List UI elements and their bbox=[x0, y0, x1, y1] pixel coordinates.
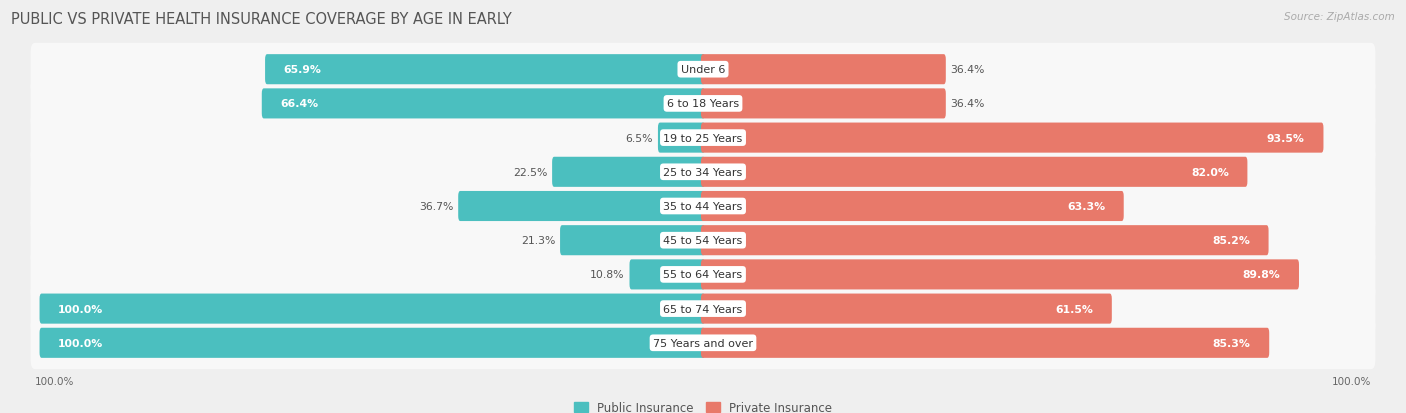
FancyBboxPatch shape bbox=[266, 55, 704, 85]
FancyBboxPatch shape bbox=[39, 328, 704, 358]
FancyBboxPatch shape bbox=[702, 225, 1268, 256]
FancyBboxPatch shape bbox=[702, 89, 946, 119]
FancyBboxPatch shape bbox=[31, 146, 1375, 199]
FancyBboxPatch shape bbox=[702, 157, 1247, 188]
Text: 85.2%: 85.2% bbox=[1212, 236, 1250, 246]
Text: 35 to 44 Years: 35 to 44 Years bbox=[664, 202, 742, 211]
Text: 75 Years and over: 75 Years and over bbox=[652, 338, 754, 348]
FancyBboxPatch shape bbox=[702, 123, 1323, 153]
FancyBboxPatch shape bbox=[31, 180, 1375, 233]
Text: 66.4%: 66.4% bbox=[280, 99, 319, 109]
Text: 36.4%: 36.4% bbox=[950, 65, 986, 75]
FancyBboxPatch shape bbox=[702, 55, 946, 85]
Text: 22.5%: 22.5% bbox=[513, 167, 547, 177]
Text: 93.5%: 93.5% bbox=[1267, 133, 1305, 143]
Text: 85.3%: 85.3% bbox=[1213, 338, 1250, 348]
Text: 25 to 34 Years: 25 to 34 Years bbox=[664, 167, 742, 177]
FancyBboxPatch shape bbox=[31, 282, 1375, 335]
Text: 45 to 54 Years: 45 to 54 Years bbox=[664, 236, 742, 246]
Text: 36.7%: 36.7% bbox=[419, 202, 453, 211]
Text: Source: ZipAtlas.com: Source: ZipAtlas.com bbox=[1284, 12, 1395, 22]
FancyBboxPatch shape bbox=[553, 157, 704, 188]
Text: 21.3%: 21.3% bbox=[520, 236, 555, 246]
FancyBboxPatch shape bbox=[458, 192, 704, 221]
Text: 19 to 25 Years: 19 to 25 Years bbox=[664, 133, 742, 143]
FancyBboxPatch shape bbox=[31, 249, 1375, 301]
FancyBboxPatch shape bbox=[702, 328, 1270, 358]
FancyBboxPatch shape bbox=[702, 192, 1123, 221]
FancyBboxPatch shape bbox=[702, 260, 1299, 290]
Text: 36.4%: 36.4% bbox=[950, 99, 986, 109]
FancyBboxPatch shape bbox=[31, 44, 1375, 96]
Text: 6.5%: 6.5% bbox=[626, 133, 654, 143]
FancyBboxPatch shape bbox=[702, 294, 1112, 324]
Text: 6 to 18 Years: 6 to 18 Years bbox=[666, 99, 740, 109]
Text: 89.8%: 89.8% bbox=[1243, 270, 1281, 280]
Text: 100.0%: 100.0% bbox=[58, 338, 104, 348]
Text: PUBLIC VS PRIVATE HEALTH INSURANCE COVERAGE BY AGE IN EARLY: PUBLIC VS PRIVATE HEALTH INSURANCE COVER… bbox=[11, 12, 512, 27]
Text: 100.0%: 100.0% bbox=[35, 376, 75, 387]
FancyBboxPatch shape bbox=[630, 260, 704, 290]
FancyBboxPatch shape bbox=[31, 214, 1375, 267]
Text: Under 6: Under 6 bbox=[681, 65, 725, 75]
Legend: Public Insurance, Private Insurance: Public Insurance, Private Insurance bbox=[574, 401, 832, 413]
Text: 55 to 64 Years: 55 to 64 Years bbox=[664, 270, 742, 280]
FancyBboxPatch shape bbox=[31, 78, 1375, 131]
Text: 65.9%: 65.9% bbox=[284, 65, 322, 75]
FancyBboxPatch shape bbox=[39, 294, 704, 324]
Text: 61.5%: 61.5% bbox=[1056, 304, 1094, 314]
FancyBboxPatch shape bbox=[31, 317, 1375, 369]
Text: 65 to 74 Years: 65 to 74 Years bbox=[664, 304, 742, 314]
Text: 100.0%: 100.0% bbox=[1331, 376, 1371, 387]
Text: 82.0%: 82.0% bbox=[1191, 167, 1229, 177]
Text: 10.8%: 10.8% bbox=[591, 270, 624, 280]
FancyBboxPatch shape bbox=[31, 112, 1375, 164]
FancyBboxPatch shape bbox=[560, 225, 704, 256]
FancyBboxPatch shape bbox=[658, 123, 704, 153]
Text: 100.0%: 100.0% bbox=[58, 304, 104, 314]
FancyBboxPatch shape bbox=[262, 89, 704, 119]
Text: 63.3%: 63.3% bbox=[1067, 202, 1105, 211]
